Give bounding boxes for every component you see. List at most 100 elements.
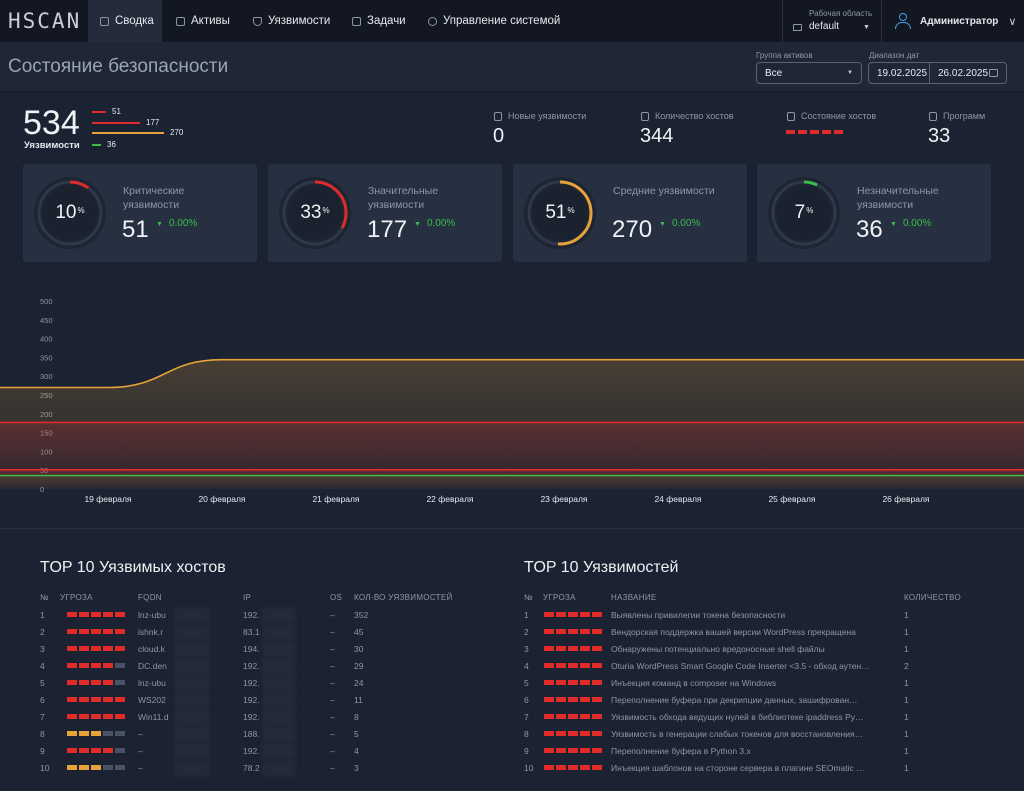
severity-ring <box>279 177 351 249</box>
redacted-mask <box>262 743 296 760</box>
vuln-row[interactable]: 6 Переполнение буфера при декрипции данны… <box>524 692 984 709</box>
vuln-row[interactable]: 9 Переполнение буфера в Python 3.x 1 <box>524 743 984 760</box>
host-row[interactable]: 2 ishnk.r 83.1 – 45 <box>40 624 500 641</box>
x-tick-label: 26 февраля <box>882 494 929 504</box>
folder-icon <box>793 24 802 31</box>
host-row[interactable]: 1 lnz-ubu 192. – 352 <box>40 607 500 624</box>
vuln-name[interactable]: Выявлены привилегии токена безопасности <box>611 610 786 620</box>
vuln-name[interactable]: Инъекция шаблонов на стороне сервера в п… <box>611 763 865 773</box>
host-os: – <box>330 695 335 705</box>
host-row[interactable]: 8 – 188. – 5 <box>40 726 500 743</box>
host-row[interactable]: 10 – 78.2 – 3 <box>40 760 500 777</box>
user-menu[interactable]: Администратор ∨ <box>894 0 1016 42</box>
host-fqdn[interactable]: – <box>138 729 143 739</box>
vuln-name[interactable]: Обнаружены потенциально вредоносные shel… <box>611 644 825 654</box>
y-tick-label: 350 <box>40 353 53 362</box>
redacted-mask <box>262 692 296 709</box>
vuln-row[interactable]: 5 Инъекция команд в composer на Windows 1 <box>524 675 984 692</box>
host-fqdn[interactable]: ishnk.r <box>138 627 164 637</box>
host-row[interactable]: 5 lnz-ubu 192. – 24 <box>40 675 500 692</box>
vuln-name[interactable]: Переполнение буфера при декрипции данных… <box>611 695 858 705</box>
host-fqdn[interactable]: DC.den <box>138 661 167 671</box>
host-fqdn[interactable]: lnz-ubu <box>138 678 166 688</box>
threat-level-bar <box>67 646 125 651</box>
vuln-name[interactable]: Вендорская поддержка вашей версии WordPr… <box>611 627 856 637</box>
severity-card[interactable]: 33% Значительные уязвимости 177 ▼ 0.00% <box>268 164 502 262</box>
date-to-input[interactable]: 26.02.2025 <box>929 62 1007 84</box>
host-fqdn[interactable]: WS202 <box>138 695 166 705</box>
nav-dashboard[interactable]: Сводка <box>88 0 162 42</box>
vuln-count: 1 <box>904 763 909 773</box>
host-fqdn[interactable]: Win11.d <box>138 712 169 722</box>
row-number: 9 <box>524 746 529 756</box>
vuln-name[interactable]: Инъекция команд в composer на Windows <box>611 678 777 688</box>
threat-level-bar <box>544 680 602 685</box>
total-vulnerabilities: 534 <box>23 104 80 142</box>
top-hosts-title: TOP 10 Уязвимых хостов <box>40 559 226 576</box>
row-number: 6 <box>40 695 45 705</box>
date-to-value: 26.02.2025 <box>938 68 989 79</box>
severity-percent: 7% <box>794 202 814 223</box>
vuln-name[interactable]: Уязвимость в генерации слабых токенов дл… <box>611 729 864 739</box>
nav-assets[interactable]: Активы <box>176 0 230 42</box>
host-fqdn[interactable]: lnz-ubu <box>138 610 166 620</box>
nav-vulnerabilities[interactable]: Уязвимости <box>253 0 330 42</box>
caret-down-icon: ▼ <box>847 70 853 76</box>
redacted-mask <box>262 726 296 743</box>
row-number: 3 <box>524 644 529 654</box>
host-fqdn[interactable]: – <box>138 746 143 756</box>
hosts-state-bar <box>786 130 843 134</box>
vuln-row[interactable]: 7 Уязвимость обхода ведущих нулей в библи… <box>524 709 984 726</box>
vuln-count: 1 <box>904 627 909 637</box>
vulns-col-number: № <box>524 593 533 602</box>
host-vuln-count: 45 <box>354 627 364 637</box>
host-fqdn[interactable]: cloud.k <box>138 644 165 654</box>
vuln-name[interactable]: Переполнение буфера в Python 3.x <box>611 746 751 756</box>
host-row[interactable]: 4 DC.den 192. – 29 <box>40 658 500 675</box>
host-vuln-count: 8 <box>354 712 359 722</box>
severity-count: 177 <box>367 216 408 243</box>
severity-percent: 10% <box>55 202 85 223</box>
vulns-col-count: КОЛИЧЕСТВО <box>904 593 962 602</box>
severity-ring <box>524 177 596 249</box>
workspace-label: Рабочая область <box>809 9 873 18</box>
threat-level-bar <box>67 697 125 702</box>
vuln-row[interactable]: 10 Инъекция шаблонов на стороне сервера в… <box>524 760 984 777</box>
vuln-count: 1 <box>904 746 909 756</box>
programs-label: Программ <box>929 111 985 121</box>
host-os: – <box>330 661 335 671</box>
vuln-name[interactable]: Oturia WordPress Smart Google Code Inser… <box>611 661 870 671</box>
x-tick-label: 23 февраля <box>540 494 587 504</box>
row-number: 3 <box>40 644 45 654</box>
nav-tasks[interactable]: Задачи <box>352 0 406 42</box>
severity-card[interactable]: 10% Критические уязвимости 51 ▼ 0.00% <box>23 164 257 262</box>
host-row[interactable]: 7 Win11.d 192. – 8 <box>40 709 500 726</box>
date-from-input[interactable]: 19.02.2025 <box>868 62 930 84</box>
workspace-selector[interactable]: Рабочая область default ▼ <box>782 0 882 42</box>
host-fqdn[interactable]: – <box>138 763 143 773</box>
severity-card[interactable]: 51% Средние уязвимости 270 ▼ 0.00% <box>513 164 747 262</box>
calendar-icon <box>989 69 998 77</box>
vuln-row[interactable]: 2 Вендорская поддержка вашей версии WordP… <box>524 624 984 641</box>
host-row[interactable]: 6 WS202 192. – 11 <box>40 692 500 709</box>
row-number: 1 <box>40 610 45 620</box>
stat-label-text: Программ <box>943 111 986 121</box>
threat-level-bar <box>544 731 602 736</box>
severity-delta: ▼ 0.00% <box>659 218 701 229</box>
vuln-row[interactable]: 8 Уязвимость в генерации слабых токенов д… <box>524 726 984 743</box>
vuln-row[interactable]: 3 Обнаружены потенциально вредоносные she… <box>524 641 984 658</box>
app-logo[interactable]: HSCAN <box>8 9 82 33</box>
row-number: 8 <box>524 729 529 739</box>
host-row[interactable]: 3 cloud.k 194. – 30 <box>40 641 500 658</box>
redacted-mask <box>262 658 296 675</box>
vuln-row[interactable]: 4 Oturia WordPress Smart Google Code Inse… <box>524 658 984 675</box>
threat-level-bar <box>544 748 602 753</box>
severity-card[interactable]: 7% Незначительные уязвимости 36 ▼ 0.00% <box>757 164 991 262</box>
vuln-name[interactable]: Уязвимость обхода ведущих нулей в библио… <box>611 712 864 722</box>
asset-group-select[interactable]: Все ▼ <box>756 62 862 84</box>
host-row[interactable]: 9 – 192. – 4 <box>40 743 500 760</box>
row-number: 4 <box>524 661 529 671</box>
trend-down-icon: ▼ <box>890 221 897 228</box>
vuln-row[interactable]: 1 Выявлены привилегии токена безопасности… <box>524 607 984 624</box>
nav-system-management[interactable]: Управление системой <box>428 0 560 42</box>
